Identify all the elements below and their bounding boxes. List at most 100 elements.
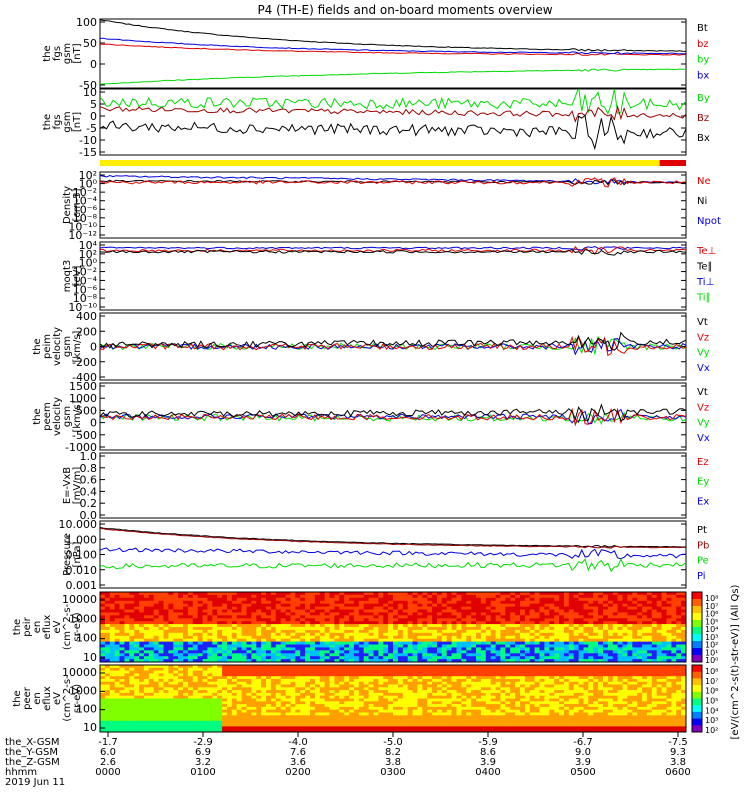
colorbar-tick: 10⁶	[705, 687, 718, 696]
colorbar-swatch	[692, 665, 702, 672]
x-axis-value: 0600	[665, 767, 690, 778]
colorbar-tick: 10³	[705, 716, 718, 725]
legend-ti: Ti∥	[696, 293, 711, 304]
colorbar-swatch	[692, 678, 702, 685]
series-group	[100, 333, 686, 356]
legend-bz: Bz	[697, 113, 709, 124]
x-axis-value: 0000	[95, 767, 120, 778]
legend-bt: Bt	[697, 23, 708, 34]
y-axis-label: [cm-3]	[72, 188, 83, 221]
series-bt-line	[100, 20, 686, 52]
y-axis-label: [nT]	[72, 43, 83, 63]
legend-pi: Pi	[697, 571, 706, 582]
legend-vz: Vz	[697, 402, 709, 413]
series-group	[100, 528, 686, 572]
colorbar-tick: 10⁵	[705, 697, 718, 706]
y-axis-label: [eV]	[72, 266, 83, 287]
colorbar-tick: 10⁰	[705, 656, 718, 665]
series-by-line	[100, 69, 686, 84]
legend-te: Te⊥	[696, 246, 716, 257]
panel-frame	[100, 242, 686, 310]
legend-bx: Bx	[697, 133, 710, 144]
colorbar-swatch	[692, 672, 702, 679]
legend-vt: Vt	[697, 387, 708, 398]
status-bar-red	[660, 160, 686, 166]
colorbar-swatch	[692, 712, 702, 719]
plot-title: P4 (TH-E) fields and on-board moments ov…	[257, 3, 552, 17]
y-tick-label: 1500	[69, 380, 97, 393]
series-te-line	[100, 250, 686, 256]
series-group	[100, 20, 686, 84]
legend-vx: Vx	[697, 363, 710, 374]
legend-ex: Ex	[697, 496, 709, 507]
panel-frame	[100, 521, 686, 588]
x-axis-value: 0200	[285, 767, 310, 778]
colorbar-tick: 10⁴	[705, 706, 718, 715]
x-axis-value: 0500	[570, 767, 595, 778]
colorbar-swatch	[692, 655, 702, 663]
series-group	[100, 405, 686, 425]
legend-pe: Pe	[697, 556, 709, 567]
panel-4: 10⁴10²10⁰10⁻²10⁻⁴10⁻⁶10⁻⁸10⁻¹⁰moqt3[eV]T…	[62, 239, 716, 314]
colorbar-swatch	[692, 641, 702, 649]
spectrogram-cells	[100, 592, 686, 662]
series-bz-line	[100, 107, 686, 122]
series-vx-line	[100, 338, 686, 354]
legend-vx: Vx	[697, 433, 710, 444]
legend-ni: Ni	[697, 196, 707, 207]
colorbar-swatch	[692, 719, 702, 726]
legend-bz: bz	[697, 39, 709, 50]
colorbar-swatch	[692, 725, 702, 732]
panel-8: 10.0001.0000.1000.0100.001Pressure[nPa]P…	[59, 518, 710, 592]
legend-ez: Ez	[697, 457, 709, 468]
series-group	[100, 176, 686, 188]
y-tick-label: 50	[83, 37, 97, 50]
y-axis-label: sr-eV)	[72, 612, 83, 641]
colorbar-swatch	[692, 627, 702, 635]
colorbar-swatch	[692, 648, 702, 656]
legend-vz: Vz	[697, 332, 709, 343]
x-axis-value: 0100	[190, 767, 215, 778]
y-tick-label: 10	[83, 651, 97, 664]
panel-frame	[100, 313, 686, 380]
y-tick-label: 400	[76, 310, 97, 323]
series-group	[100, 88, 686, 149]
colorbar-tick: 10⁸	[705, 667, 718, 676]
y-axis-label: [km/s]	[72, 330, 83, 362]
legend-vy: Vy	[697, 348, 710, 359]
colorbar-label: [eV/(cm^2-s(t)-str-eV)] (All Qs)	[730, 584, 741, 739]
x-axis-row-label: 2019 Jun 11	[5, 777, 65, 788]
y-tick-label: 0	[90, 58, 97, 71]
colorbar-swatch	[692, 692, 702, 699]
colorbar-tick: 10²	[705, 726, 718, 735]
x-axis-value: 0300	[380, 767, 405, 778]
legend-pt: Pt	[697, 525, 707, 536]
panel-3: 10²10⁰10⁻²10⁻⁴10⁻⁶10⁻⁸10⁻¹⁰10⁻¹²Density[…	[62, 169, 721, 242]
colorbar-swatch	[692, 599, 702, 607]
legend-ti: Ti⊥	[696, 277, 714, 288]
y-axis-label: [mV/m]	[72, 467, 83, 505]
series-by-line	[100, 88, 686, 114]
colorbar-tick: 10⁷	[705, 677, 718, 686]
spectrogram-cells	[100, 665, 686, 732]
legend-bx: bx	[697, 70, 709, 81]
colorbar-swatch	[692, 592, 702, 600]
legend-by: by	[697, 55, 709, 66]
colorbars: 10⁸10⁷10⁶10⁵10⁴10³10²10¹10⁰10⁸10⁷10⁶10⁵1…	[692, 584, 741, 739]
legend-by: By	[697, 93, 710, 104]
legend-vy: Vy	[697, 418, 710, 429]
series-bx-line	[100, 116, 686, 149]
x-axis-value: 0400	[475, 767, 500, 778]
colorbar-swatch	[692, 705, 702, 712]
series-pe-line	[100, 559, 686, 571]
series-vz-line	[100, 337, 686, 355]
legend-te: Te∥	[696, 262, 713, 273]
colorbar-swatch	[692, 613, 702, 621]
series-bx-line	[100, 38, 686, 54]
